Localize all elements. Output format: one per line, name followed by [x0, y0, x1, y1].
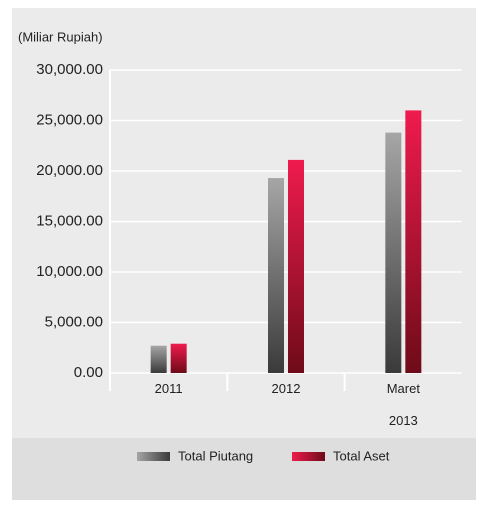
y-tick-label: 5,000.00 [45, 313, 103, 330]
bar [170, 343, 187, 373]
legend-panel [12, 438, 476, 500]
y-tick-label: 30,000.00 [36, 61, 103, 78]
y-tick-label: 10,000.00 [36, 263, 103, 280]
y-axis-label: (Miliar Rupiah) [18, 29, 103, 44]
bar [288, 159, 304, 373]
bar [405, 110, 422, 374]
legend-swatch [292, 452, 325, 461]
bar [150, 345, 167, 373]
y-tick-label: 15,000.00 [36, 212, 103, 229]
legend-label: Total Aset [333, 448, 390, 463]
y-tick-label: 0.00 [74, 364, 103, 381]
bar [268, 178, 284, 373]
x-tick-label: Maret 2013 [386, 381, 420, 428]
y-tick-label: 25,000.00 [36, 111, 103, 128]
bar [385, 132, 402, 373]
x-tick-label: 2011 [154, 381, 183, 396]
legend-swatch [137, 452, 170, 461]
y-tick-label: 20,000.00 [36, 162, 103, 179]
legend-label: Total Piutang [178, 448, 253, 463]
x-tick-label: 2012 [271, 381, 301, 396]
